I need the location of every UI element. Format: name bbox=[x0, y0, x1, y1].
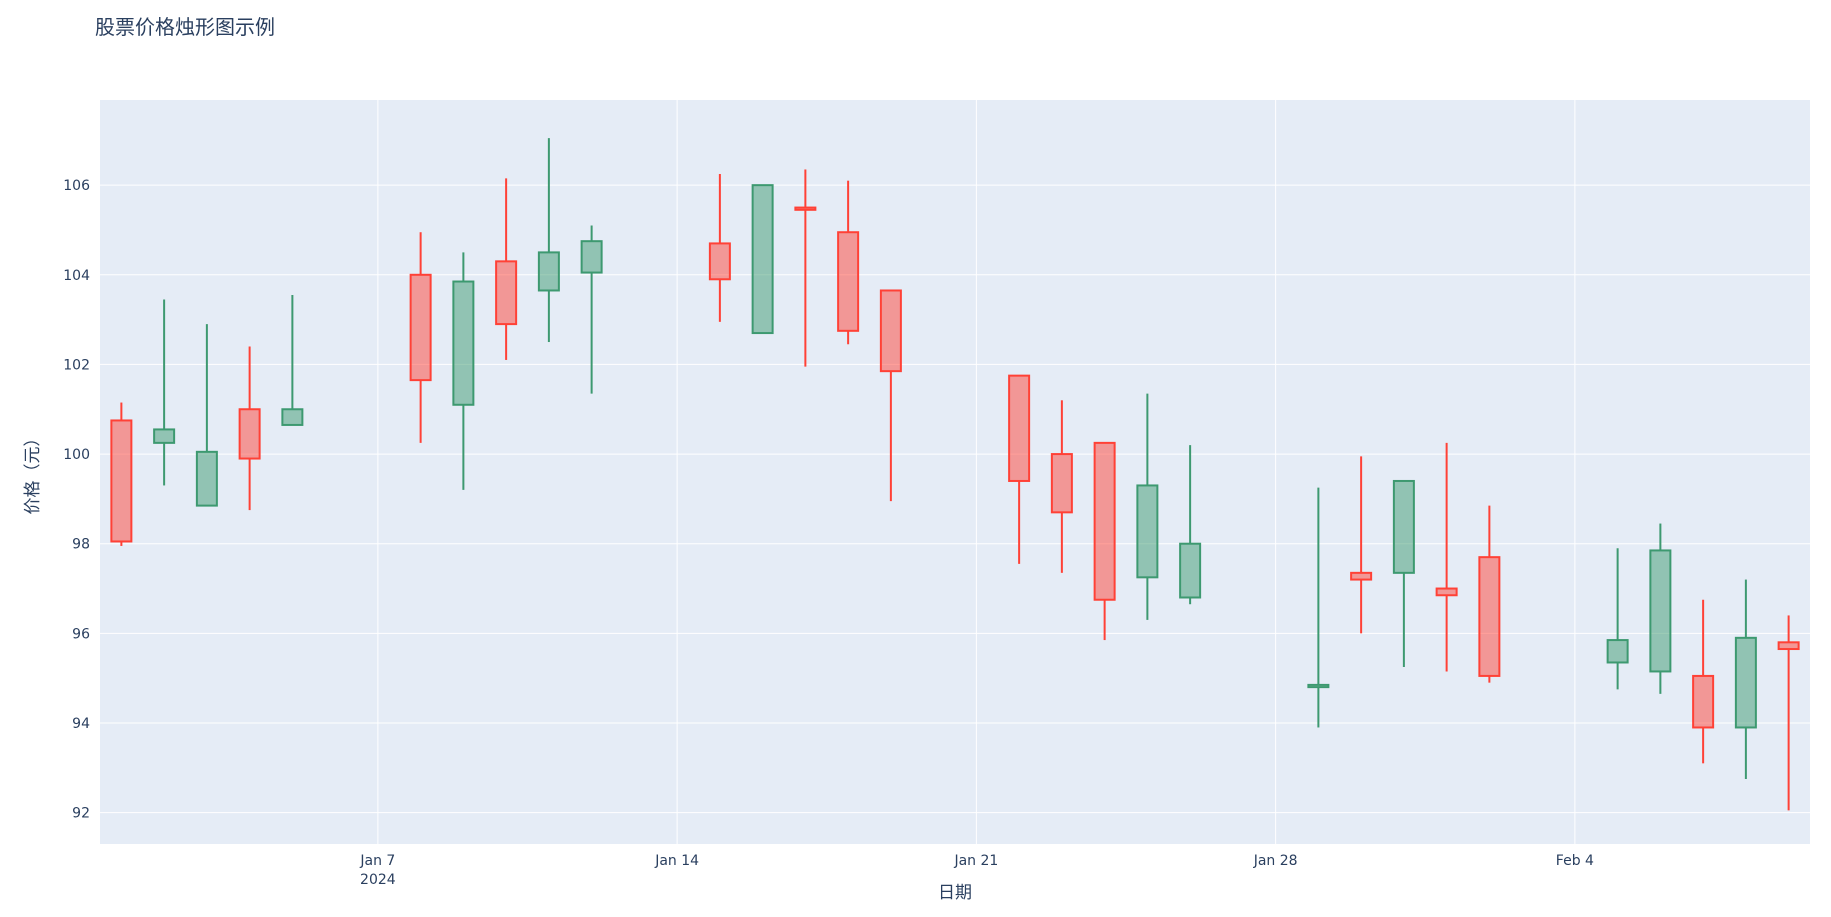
candle-decreasing bbox=[409, 232, 432, 443]
candle-increasing bbox=[751, 184, 774, 335]
candle-body bbox=[1649, 549, 1672, 673]
candle-body bbox=[1435, 587, 1458, 597]
candle-decreasing bbox=[1350, 456, 1373, 634]
candle-decreasing bbox=[1050, 400, 1073, 573]
candle-body bbox=[1008, 374, 1031, 482]
candle-decreasing bbox=[1478, 505, 1501, 683]
candle-body bbox=[580, 240, 603, 274]
candle-decreasing bbox=[110, 402, 133, 546]
candle-body bbox=[452, 280, 475, 406]
candle-decreasing bbox=[1777, 615, 1800, 811]
candle-body bbox=[837, 231, 860, 332]
x-tick-sublabel: 2024 bbox=[360, 872, 396, 888]
candle-decreasing bbox=[1435, 442, 1458, 672]
candle-body bbox=[794, 206, 817, 211]
candle-increasing bbox=[537, 138, 560, 343]
candle-increasing bbox=[1307, 487, 1330, 728]
x-axis-title: 日期 bbox=[938, 883, 972, 903]
candle-body bbox=[281, 408, 304, 426]
candle-increasing bbox=[195, 324, 218, 507]
candle-body bbox=[1050, 453, 1073, 514]
candle-body bbox=[409, 273, 432, 382]
candle-body bbox=[1307, 683, 1330, 689]
candle-body bbox=[495, 260, 518, 326]
candle-body bbox=[153, 428, 176, 444]
x-tick-label: Jan 21 bbox=[953, 853, 998, 869]
candle-decreasing bbox=[708, 173, 731, 322]
x-axis-ticks: Jan 7 2024 Jan 14 Jan 21 Jan 28 Feb 4 bbox=[359, 853, 1594, 888]
candle-decreasing bbox=[495, 178, 518, 360]
candle-increasing bbox=[1606, 548, 1629, 690]
candle-body bbox=[238, 408, 261, 460]
y-tick-label: 98 bbox=[72, 537, 90, 553]
candle-decreasing bbox=[879, 289, 902, 502]
candle-body bbox=[1093, 441, 1116, 601]
x-tick-label: Jan 7 bbox=[359, 853, 395, 869]
grid-lines bbox=[100, 100, 1810, 844]
candle-body bbox=[1606, 639, 1629, 664]
candle-increasing bbox=[153, 299, 176, 486]
candle-body bbox=[751, 184, 774, 335]
candle-body bbox=[708, 242, 731, 281]
y-tick-label: 96 bbox=[72, 626, 90, 642]
candle-body bbox=[1350, 571, 1373, 581]
chart-title: 股票价格烛形图示例 bbox=[95, 15, 275, 39]
candle-body bbox=[537, 251, 560, 292]
candles bbox=[110, 138, 1800, 811]
candle-body bbox=[195, 450, 218, 507]
candle-increasing bbox=[1734, 579, 1757, 780]
plot-background bbox=[100, 100, 1810, 844]
candle-increasing bbox=[580, 225, 603, 394]
y-tick-label: 104 bbox=[63, 268, 90, 284]
y-tick-label: 92 bbox=[72, 806, 90, 822]
candle-increasing bbox=[281, 294, 304, 426]
candle-decreasing bbox=[238, 346, 261, 511]
candle-body bbox=[110, 419, 133, 543]
candle-increasing bbox=[1392, 479, 1415, 667]
candle-decreasing bbox=[794, 169, 817, 367]
candle-increasing bbox=[1649, 523, 1672, 694]
y-tick-label: 94 bbox=[72, 716, 90, 732]
candle-decreasing bbox=[837, 180, 860, 345]
candle-body bbox=[1478, 556, 1501, 677]
candle-body bbox=[1392, 479, 1415, 574]
y-axis-title: 价格（元） bbox=[23, 430, 43, 515]
y-tick-label: 102 bbox=[63, 357, 90, 373]
candle-body bbox=[1179, 542, 1202, 599]
candle-increasing bbox=[452, 252, 475, 490]
candle-body bbox=[1734, 636, 1757, 729]
candle-increasing bbox=[1136, 393, 1159, 620]
candle-decreasing bbox=[1692, 599, 1715, 764]
x-tick-label: Feb 4 bbox=[1556, 853, 1594, 869]
y-tick-label: 100 bbox=[63, 447, 90, 463]
candle-body bbox=[1136, 484, 1159, 579]
candle-body bbox=[879, 289, 902, 373]
y-axis-ticks: 92 94 96 98 100 102 104 106 bbox=[63, 178, 90, 821]
y-tick-label: 106 bbox=[63, 178, 90, 194]
candle-body bbox=[1692, 674, 1715, 729]
x-tick-label: Jan 14 bbox=[654, 853, 699, 869]
candle-increasing bbox=[1179, 445, 1202, 605]
candle-body bbox=[1777, 641, 1800, 651]
candle-decreasing bbox=[1093, 441, 1116, 641]
candle-decreasing bbox=[1008, 374, 1031, 564]
x-tick-label: Jan 28 bbox=[1253, 853, 1298, 869]
